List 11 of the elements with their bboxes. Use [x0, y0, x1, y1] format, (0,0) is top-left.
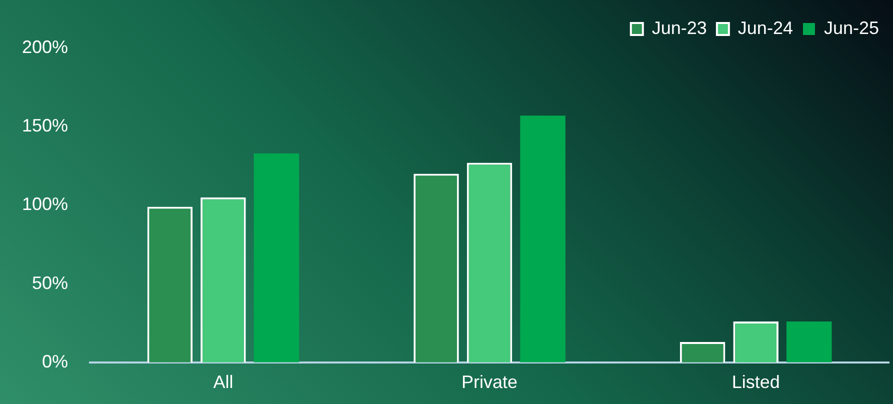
y-tick-label: 150% [22, 116, 68, 136]
legend-label: Jun-25 [824, 18, 880, 38]
y-tick-label: 200% [22, 36, 68, 57]
y-tick-label: 100% [22, 194, 68, 214]
x-tick-label: All [213, 372, 234, 392]
legend-label: Jun-24 [738, 18, 793, 38]
legend-label: Jun-23 [652, 18, 707, 38]
y-tick-label: 0% [42, 351, 68, 372]
x-tick-label: Listed [732, 372, 780, 392]
x-tick-label: Private [462, 372, 518, 392]
y-tick-label: 50% [32, 272, 68, 293]
